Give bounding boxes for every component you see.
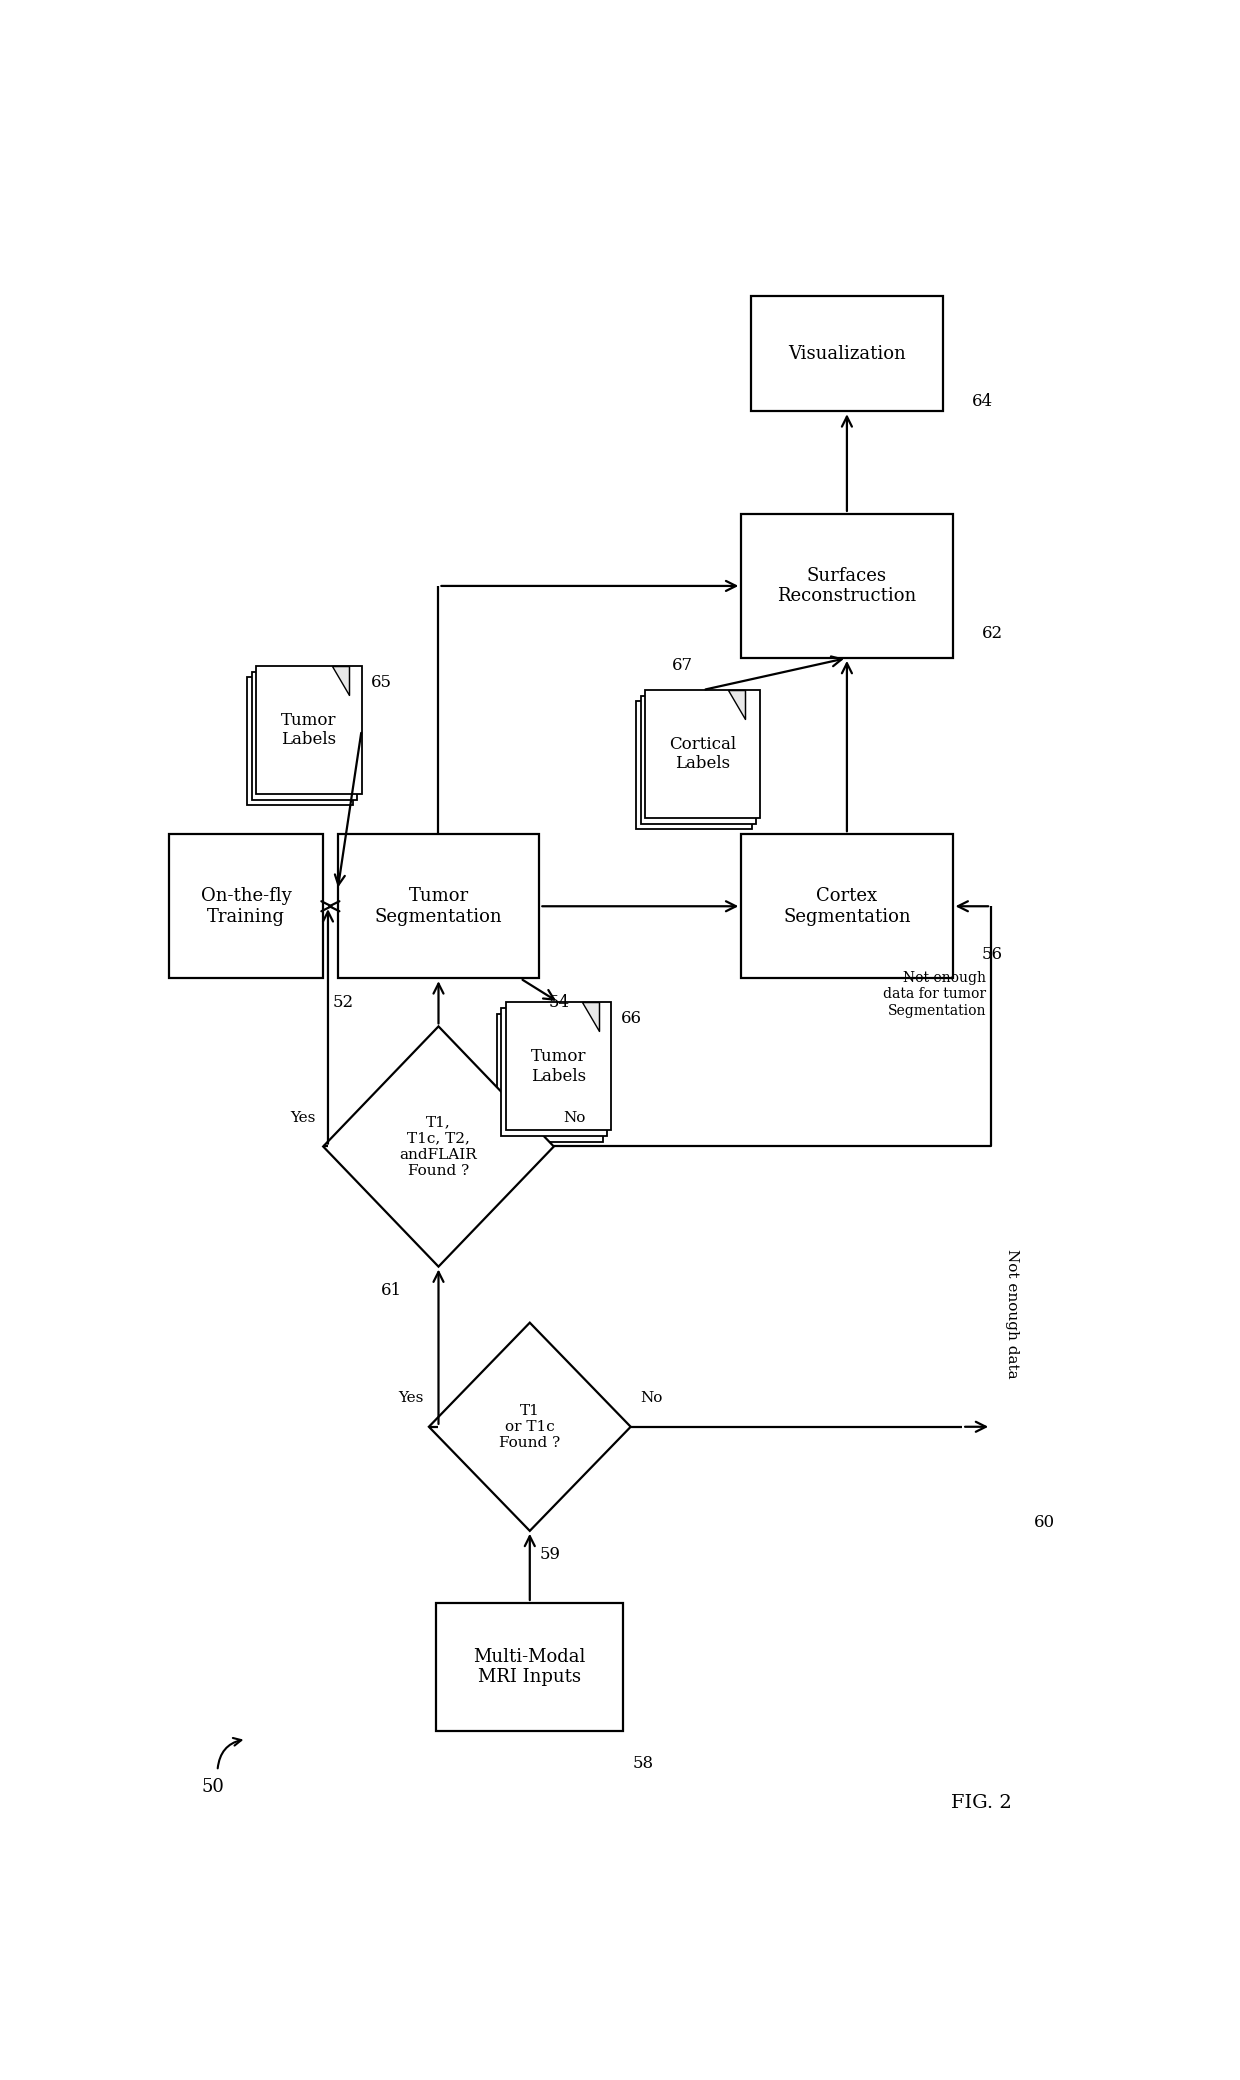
FancyBboxPatch shape <box>636 701 751 830</box>
FancyBboxPatch shape <box>742 834 952 978</box>
FancyBboxPatch shape <box>742 514 952 657</box>
Text: Not enough
data for tumor
Segmentation: Not enough data for tumor Segmentation <box>883 971 986 1017</box>
Text: Not enough data: Not enough data <box>1006 1250 1019 1379</box>
Text: 50: 50 <box>201 1778 224 1797</box>
Text: 61: 61 <box>381 1281 402 1300</box>
Text: On-the-fly
Training: On-the-fly Training <box>201 886 291 926</box>
Text: Yes: Yes <box>290 1111 315 1125</box>
Text: Multi-Modal
MRI Inputs: Multi-Modal MRI Inputs <box>474 1647 587 1687</box>
Text: 65: 65 <box>371 674 392 691</box>
Text: Cortical
Labels: Cortical Labels <box>670 736 737 772</box>
FancyBboxPatch shape <box>255 666 362 795</box>
Text: No: No <box>640 1392 662 1404</box>
Text: 64: 64 <box>972 393 993 410</box>
Text: Cortex
Segmentation: Cortex Segmentation <box>784 886 910 926</box>
FancyBboxPatch shape <box>641 695 756 824</box>
FancyBboxPatch shape <box>337 834 539 978</box>
Text: Tumor
Segmentation: Tumor Segmentation <box>374 886 502 926</box>
Polygon shape <box>332 666 350 695</box>
Text: 58: 58 <box>634 1756 655 1772</box>
Text: 56: 56 <box>982 946 1002 963</box>
Polygon shape <box>429 1323 631 1531</box>
Text: Yes: Yes <box>399 1392 424 1404</box>
Text: 66: 66 <box>621 1011 642 1028</box>
FancyBboxPatch shape <box>436 1604 624 1731</box>
Polygon shape <box>324 1025 554 1267</box>
Text: No: No <box>563 1111 585 1125</box>
Text: Surfaces
Reconstruction: Surfaces Reconstruction <box>777 566 916 605</box>
FancyBboxPatch shape <box>247 678 353 805</box>
Text: FIG. 2: FIG. 2 <box>951 1795 1012 1812</box>
FancyBboxPatch shape <box>252 672 357 799</box>
Polygon shape <box>582 1003 599 1032</box>
FancyBboxPatch shape <box>497 1013 603 1142</box>
FancyBboxPatch shape <box>751 295 944 412</box>
Text: 62: 62 <box>982 626 1003 643</box>
Text: 60: 60 <box>1034 1514 1055 1531</box>
Text: 54: 54 <box>549 994 570 1011</box>
FancyBboxPatch shape <box>501 1009 608 1136</box>
Text: Tumor
Labels: Tumor Labels <box>281 711 336 749</box>
Text: 59: 59 <box>539 1545 560 1564</box>
Text: 67: 67 <box>672 657 693 674</box>
Text: T1
or T1c
Found ?: T1 or T1c Found ? <box>500 1404 560 1450</box>
Polygon shape <box>728 691 745 720</box>
Text: Visualization: Visualization <box>789 345 905 362</box>
FancyBboxPatch shape <box>170 834 324 978</box>
Text: Tumor
Labels: Tumor Labels <box>531 1048 587 1084</box>
FancyBboxPatch shape <box>645 691 760 817</box>
FancyBboxPatch shape <box>506 1003 611 1132</box>
Text: 52: 52 <box>332 994 353 1011</box>
Text: T1,
T1c, T2,
andFLAIR
Found ?: T1, T1c, T2, andFLAIR Found ? <box>399 1115 477 1177</box>
